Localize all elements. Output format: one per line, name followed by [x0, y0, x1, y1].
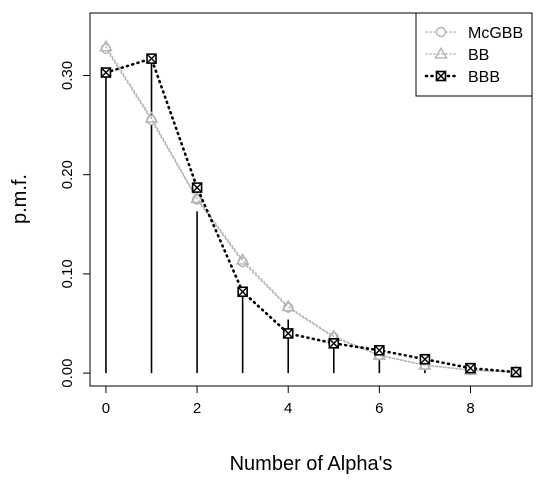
- plot-frame: [89, 12, 533, 387]
- x-tick-label-6: 6: [375, 400, 383, 417]
- vertical-lines-layer: [105, 58, 517, 374]
- x-tick-label-4: 4: [284, 400, 292, 417]
- point-bbb-5: [328, 338, 340, 349]
- x-axis-title: Number of Alpha's: [230, 453, 393, 475]
- marker-cross-b: [283, 328, 294, 339]
- series-line-bb: [105, 45, 517, 373]
- series-line-mcgbb: [105, 47, 517, 373]
- point-bb-1: [144, 111, 159, 123]
- marker-cross-b: [237, 286, 248, 297]
- point-bbb-3: [237, 286, 248, 298]
- marker-cross-b: [419, 354, 430, 365]
- y-axis-title: p.m.f.: [9, 174, 31, 224]
- x-tick-label-8: 8: [466, 400, 474, 417]
- y-tick-label-2: 0.20: [59, 160, 76, 189]
- point-bb-3: [235, 253, 250, 265]
- point-bb-2: [190, 191, 204, 204]
- marker-cross-b: [465, 363, 476, 374]
- point-bbb-0: [100, 67, 112, 78]
- point-bbb-1: [146, 53, 157, 64]
- series-bbb: [100, 53, 522, 378]
- y-tick-label-0: 0.00: [59, 359, 76, 388]
- y-tick-label-3: 0.30: [59, 61, 76, 90]
- legend-marker-bbb: [435, 70, 447, 82]
- point-bbb-8: [465, 362, 476, 374]
- marker-cross-b: [374, 345, 385, 356]
- series-line-bbb: [104, 57, 518, 374]
- point-bb-4: [281, 299, 296, 312]
- x-axis: 0 2 4 6 8: [102, 386, 475, 417]
- legend-label-bb: BB: [468, 47, 489, 64]
- marker-cross-b: [328, 338, 339, 349]
- legend-item-bb: BB: [425, 47, 489, 64]
- x-tick-label-0: 0: [102, 400, 110, 417]
- marker-cross-b: [511, 367, 522, 378]
- point-bbb-6: [374, 344, 385, 356]
- legend-item-mcgbb: McGBB: [425, 25, 523, 42]
- x-tick-label-2: 2: [193, 400, 201, 417]
- series-layer: [99, 39, 523, 378]
- legend-label-mcgbb: McGBB: [468, 25, 523, 42]
- legend-marker-bb: [434, 47, 448, 59]
- point-bb-0: [99, 39, 113, 52]
- marker-cross-b: [146, 53, 157, 64]
- marker-cross-b: [436, 71, 446, 81]
- y-axis: 0.00 0.10 0.20 0.30: [59, 61, 90, 388]
- marker-cross-b: [192, 182, 203, 193]
- point-bbb-2: [191, 182, 203, 193]
- legend-item-bbb: BBB: [424, 69, 500, 86]
- point-bbb-9: [510, 366, 522, 378]
- point-bbb-7: [419, 353, 431, 365]
- y-tick-label-1: 0.10: [59, 259, 76, 288]
- marker-cross-b: [100, 67, 111, 78]
- legend-label-bbb: BBB: [468, 69, 500, 86]
- point-bbb-4: [282, 328, 294, 339]
- legend-marker-mcgbb: [435, 26, 447, 38]
